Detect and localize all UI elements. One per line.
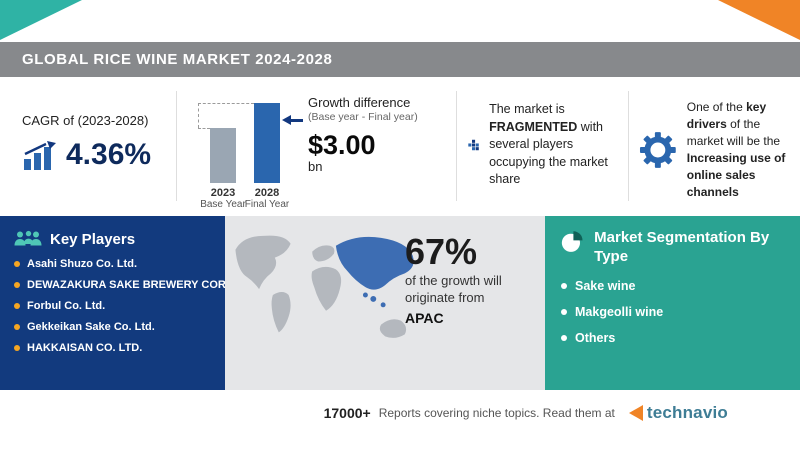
bar-2028 <box>254 103 280 183</box>
key-player-name: HAKKAISAN CO. LTD. <box>27 342 143 354</box>
growth-arrow-line <box>290 119 303 122</box>
growth-difference-label: Growth difference <box>308 95 411 110</box>
bullet-icon <box>14 324 20 330</box>
footer: 17000+ Reports covering niche topics. Re… <box>324 403 728 423</box>
fragmented-squares-icon <box>468 139 479 150</box>
divider <box>456 91 457 201</box>
apac-line1: of the growth will <box>405 272 502 288</box>
bullet-icon <box>14 261 20 267</box>
apac-growth-block: 67% of the growth will originate from AP… <box>405 232 539 326</box>
growth-difference-unit: bn <box>308 159 323 175</box>
bar-2023 <box>210 128 236 183</box>
list-item: Gekkeikan Sake Co. Ltd. <box>14 321 211 333</box>
segmentation-list: Sake wine Makgeolli wine Others <box>561 279 784 345</box>
segmentation-header: Market Segmentation By Type <box>561 229 784 267</box>
driver-bold-channels: Increasing use of online sales channels <box>686 151 786 200</box>
key-players-panel: Key Players Asahi Shuzo Co. Ltd. DEWAZAK… <box>0 216 225 390</box>
dashed-guide-vertical <box>198 103 199 128</box>
trend-bars-icon <box>24 141 56 170</box>
key-player-name: Asahi Shuzo Co. Ltd. <box>27 258 137 270</box>
page-title: GLOBAL RICE WINE MARKET 2024-2028 <box>22 51 333 68</box>
corner-accent-teal <box>0 0 82 40</box>
segment-name: Others <box>575 330 616 345</box>
divider <box>628 91 629 201</box>
cagr-value: 4.36% <box>66 138 152 171</box>
key-driver-text: One of the key drivers of the market wil… <box>687 99 800 201</box>
bullet-icon <box>561 282 567 289</box>
list-item: HAKKAISAN CO. LTD. <box>14 342 211 354</box>
world-map <box>235 235 414 338</box>
cagr-label: CAGR of (2023-2028) <box>22 113 149 128</box>
key-player-name: Forbul Co. Ltd. <box>27 300 106 312</box>
driver-pre: One of the <box>686 100 747 114</box>
divider <box>176 91 177 201</box>
dashed-guide-mid <box>198 128 210 129</box>
bullet-icon <box>14 345 20 351</box>
technavio-logo[interactable]: technavio <box>628 403 728 423</box>
segmentation-panel: Market Segmentation By Type Sake wine Ma… <box>545 216 800 390</box>
pie-chart-icon <box>561 231 583 252</box>
footer-text: Reports covering niche topics. Read them… <box>378 406 615 420</box>
driver-bold-key-drivers: key drivers <box>686 100 767 132</box>
bullet-icon <box>14 282 20 288</box>
bar-label-2028: 2028 Final Year <box>240 187 294 210</box>
list-item: Makgeolli wine <box>561 305 784 319</box>
bar-caption-2028: Final Year <box>244 199 290 210</box>
technavio-arrow-icon <box>628 405 643 421</box>
cagr-value-row: 4.36% <box>22 140 151 170</box>
growth-difference-block: Growth difference (Base year - Final yea… <box>308 95 448 174</box>
bullet-icon <box>14 303 20 309</box>
list-item: Sake wine <box>561 279 784 293</box>
key-players-title: Key Players <box>50 230 136 248</box>
people-icon <box>14 230 42 246</box>
key-driver-block: One of the key drivers of the market wil… <box>638 99 800 201</box>
key-player-name: DEWAZAKURA SAKE BREWERY CORP. <box>27 279 225 291</box>
bar-year-2028: 2028 <box>254 187 280 199</box>
list-item: Forbul Co. Ltd. <box>14 300 211 312</box>
cagr-block: CAGR of (2023-2028) 4.36% <box>22 113 151 170</box>
bar-caption-2023: Base Year <box>200 199 246 210</box>
bullet-icon <box>561 308 567 315</box>
gear-icon <box>639 132 676 168</box>
list-item: DEWAZAKURA SAKE BREWERY CORP. <box>14 279 225 291</box>
reports-count: 17000+ <box>323 405 371 421</box>
driver-mid: of the market will be the <box>686 117 781 149</box>
bullet-icon <box>561 334 567 341</box>
stats-row: CAGR of (2023-2028) 4.36% <box>0 77 800 216</box>
key-players-list: Asahi Shuzo Co. Ltd. DEWAZAKURA SAKE BRE… <box>14 258 225 354</box>
segment-name: Sake wine <box>575 278 636 293</box>
title-banner: GLOBAL RICE WINE MARKET 2024-2028 <box>0 42 800 77</box>
fragmented-pre: The market is <box>489 102 565 116</box>
dashed-guide-top <box>198 103 254 104</box>
fragmented-post: with several players occupying the marke… <box>489 119 608 187</box>
key-player-name: Gekkeikan Sake Co. Ltd. <box>27 321 155 333</box>
growth-arrow-icon <box>282 115 291 125</box>
segment-name: Makgeolli wine <box>575 304 664 319</box>
fragmented-highlight: FRAGMENTED <box>489 119 578 134</box>
list-item: Asahi Shuzo Co. Ltd. <box>14 258 211 270</box>
list-item: Others <box>561 331 784 345</box>
growth-bar-chart: 2023 Base Year 2028 Final Year Growth di… <box>190 91 450 215</box>
growth-difference-sub: (Base year - Final year) <box>308 111 418 123</box>
segmentation-title: Market Segmentation By Type <box>594 229 770 265</box>
regional-growth-panel: 67% of the growth will originate from AP… <box>225 216 545 390</box>
fragmented-block: The market is FRAGMENTED with several pl… <box>468 101 624 189</box>
apac-percent: 67% <box>405 231 478 272</box>
panels-row: Key Players Asahi Shuzo Co. Ltd. DEWAZAK… <box>0 216 800 390</box>
bar-label-2023: 2023 Base Year <box>196 187 250 210</box>
growth-difference-value: $3.00 <box>308 130 376 160</box>
corner-accent-orange <box>718 0 800 40</box>
apac-line2: originate from <box>405 290 485 306</box>
bar-year-2023: 2023 <box>210 187 236 199</box>
key-players-header: Key Players <box>14 229 211 249</box>
fragmented-text: The market is FRAGMENTED with several pl… <box>489 101 624 189</box>
technavio-wordmark: technavio <box>646 403 728 422</box>
apac-region: APAC <box>405 309 444 326</box>
